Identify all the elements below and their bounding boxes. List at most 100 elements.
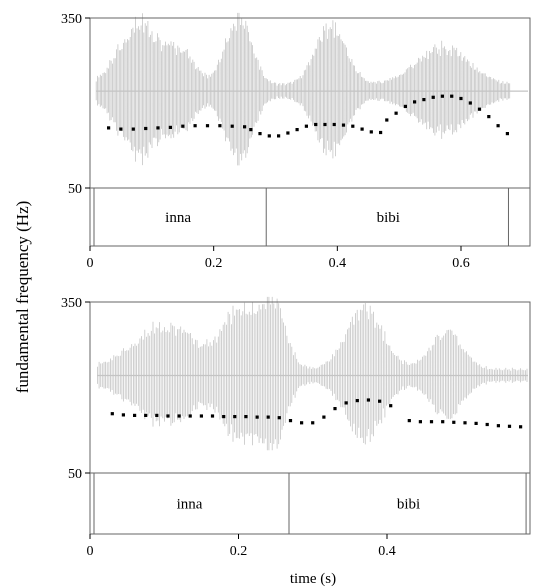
pitch-point [218, 124, 222, 128]
pitch-point [485, 422, 489, 427]
pitch-point [379, 130, 383, 135]
pitch-point [322, 415, 326, 419]
pitch-point [474, 421, 478, 425]
pitch-point [267, 134, 271, 138]
y-tick-label: 50 [68, 467, 82, 482]
pitch-point [487, 115, 491, 119]
pitch-point [463, 421, 467, 425]
pitch-point [422, 98, 426, 102]
pitch-point [230, 124, 234, 128]
pitch-point [344, 401, 348, 405]
pitch-point [314, 122, 318, 127]
pitch-point [119, 127, 123, 131]
waveform-trace [97, 296, 528, 451]
pitch-contour [110, 398, 523, 429]
pitch-point [107, 126, 111, 130]
waveform-trace [95, 12, 511, 166]
pitch-point [168, 125, 172, 129]
pitch-point [304, 124, 308, 128]
pitch-point [519, 425, 523, 429]
pitch-point [431, 95, 435, 99]
x-tick-label: 0.4 [329, 256, 347, 271]
segment-label: inna [177, 497, 203, 513]
y-tick-label: 50 [68, 182, 82, 197]
x-axis-label: time (s) [290, 571, 336, 587]
pitch-point [351, 124, 355, 128]
pitch-point [133, 413, 137, 417]
pitch-point [385, 118, 389, 122]
pitch-point [378, 399, 382, 403]
pitch-point [258, 132, 262, 136]
pitch-point [360, 127, 364, 131]
pitch-point [177, 414, 181, 418]
pitch-point [244, 415, 248, 419]
pitch-point [277, 416, 281, 420]
bottom-panel: inna bibi 350 50 0 0.2 0.4 [61, 296, 531, 559]
pitch-point [366, 398, 370, 402]
pitch-point [332, 122, 336, 127]
waveform [95, 12, 528, 166]
pitch-point [144, 413, 148, 417]
x-tick-label: 0 [87, 256, 94, 271]
pitch-point [429, 420, 434, 424]
pitch-point [403, 104, 407, 108]
pitch-contour [107, 94, 509, 138]
pitch-point [210, 414, 215, 418]
pitch-point [496, 124, 500, 128]
pitch-point [369, 130, 373, 134]
pitch-point [277, 134, 281, 138]
pitch-point [311, 421, 315, 425]
pitch-point [266, 415, 270, 419]
pitch-point [193, 124, 197, 128]
pitch-point [286, 131, 290, 135]
pitch-point [131, 127, 135, 131]
pitch-point [166, 414, 170, 418]
pitch-point [507, 424, 512, 428]
pitch-point [505, 132, 509, 136]
pitch-point [255, 415, 259, 419]
pitch-point [450, 94, 454, 98]
pitch-point [249, 128, 253, 132]
segment-label: bibi [397, 497, 420, 513]
x-tick-label: 0.2 [230, 544, 248, 559]
pitch-point [389, 404, 393, 408]
pitch-point [144, 126, 148, 131]
pitch-point [121, 413, 125, 417]
x-tick-label: 0.6 [452, 256, 470, 271]
pitch-point [155, 413, 159, 417]
pitch-point [181, 124, 185, 128]
panel-frame [89, 17, 531, 247]
pitch-point [441, 420, 445, 424]
pitch-point [459, 96, 463, 101]
pitch-point [452, 420, 456, 424]
panel-frame [89, 301, 531, 535]
pitch-point [341, 123, 346, 127]
y-tick-label: 350 [61, 296, 82, 311]
pitch-point [205, 124, 210, 128]
pitch-point [394, 111, 398, 115]
pitch-point [355, 399, 359, 403]
pitch-point [222, 415, 226, 419]
pitch-point [468, 101, 472, 105]
x-tick-label: 0.2 [205, 256, 223, 271]
pitch-point [333, 407, 337, 411]
pitch-point [156, 126, 160, 130]
pitch-point [288, 419, 293, 423]
pitch-point [110, 412, 114, 416]
pitch-point [440, 94, 444, 98]
y-tick-label: 350 [61, 12, 82, 27]
y-axis-label: fundamental frequency (Hz) [13, 201, 32, 394]
pitch-point [407, 419, 411, 423]
pitch-point [243, 125, 247, 129]
x-tick-label: 0 [87, 544, 94, 559]
x-tick-label: 0.4 [378, 544, 396, 559]
segment-label: inna [165, 210, 191, 226]
pitch-point [188, 414, 192, 418]
pitch-point [233, 415, 237, 419]
waveform [97, 296, 528, 451]
pitch-point [413, 100, 417, 104]
pitch-point [199, 414, 203, 418]
pitch-point [477, 107, 482, 111]
